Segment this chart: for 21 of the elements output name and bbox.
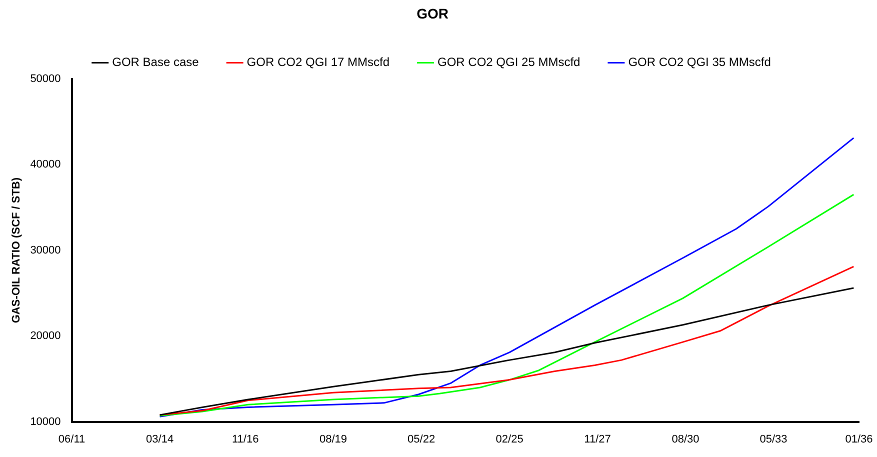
x-tick-label: 05/22 bbox=[408, 433, 436, 446]
legend-label: GOR CO2 QGI 17 MMscfd bbox=[246, 55, 390, 70]
x-tick-label: 08/30 bbox=[672, 433, 700, 446]
y-tick-label: 10000 bbox=[30, 416, 61, 428]
chart-title: GOR bbox=[416, 5, 448, 22]
x-tick-label: 02/25 bbox=[496, 433, 524, 446]
y-axis-title: GAS-OIL RATIO (SCF / STB) bbox=[10, 177, 23, 324]
x-tick-label: 11/16 bbox=[232, 433, 259, 446]
y-tick-label: 30000 bbox=[30, 244, 61, 256]
y-tick-label: 40000 bbox=[30, 158, 61, 171]
x-tick-label: 03/14 bbox=[146, 433, 174, 446]
x-tick-label: 06/11 bbox=[58, 433, 86, 446]
legend-label: GOR CO2 QGI 35 MMscfd bbox=[628, 55, 771, 70]
y-tick-label: 50000 bbox=[30, 72, 61, 85]
legend-label: GOR CO2 QGI 25 MMscfd bbox=[438, 55, 580, 70]
x-tick-label: 08/19 bbox=[320, 433, 348, 446]
x-tick-label: 05/33 bbox=[760, 433, 788, 446]
x-tick-label: 01/36 bbox=[845, 433, 873, 446]
x-tick-label: 11/27 bbox=[584, 433, 611, 446]
legend-label: GOR Base case bbox=[112, 55, 200, 70]
y-tick-label: 20000 bbox=[30, 330, 61, 342]
